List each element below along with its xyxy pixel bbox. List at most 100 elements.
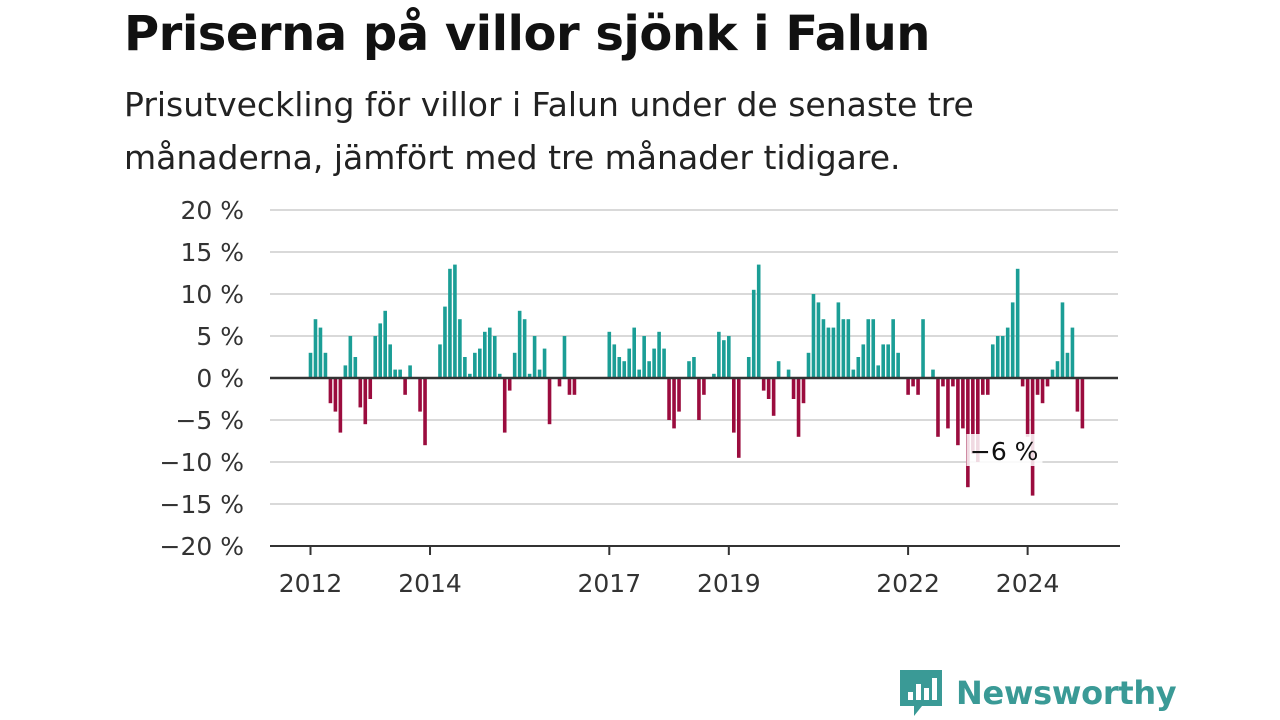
bar xyxy=(473,352,477,378)
bar xyxy=(1015,268,1020,378)
bar xyxy=(717,331,721,378)
bar-chart: 20 % 15 % 10 % 5 % 0 % −5 % −10 % −15 % −20 % 20… xyxy=(160,196,1120,598)
bar xyxy=(487,327,492,378)
bar xyxy=(607,331,612,378)
bar xyxy=(746,357,751,378)
bar xyxy=(323,352,328,378)
bar xyxy=(806,352,811,378)
bar xyxy=(378,323,383,378)
bar xyxy=(702,378,706,395)
bar xyxy=(931,369,935,378)
bar xyxy=(338,378,343,433)
bar xyxy=(403,378,407,395)
bar xyxy=(517,310,522,378)
bar xyxy=(697,378,701,420)
bar xyxy=(766,378,771,399)
bar xyxy=(846,319,851,378)
bar xyxy=(557,378,562,387)
logo-bar-1 xyxy=(908,692,913,700)
bars xyxy=(308,264,1085,496)
bar xyxy=(722,340,726,378)
y-tick-label: 20 % xyxy=(180,196,244,225)
y-tick-label: −5 % xyxy=(175,406,244,435)
bar xyxy=(761,378,766,391)
bar xyxy=(463,357,467,378)
bar xyxy=(831,327,836,378)
bar xyxy=(483,331,487,378)
bar xyxy=(886,344,890,378)
bar xyxy=(1005,327,1010,378)
annotations: −6 % xyxy=(966,434,1043,466)
bar xyxy=(612,344,617,378)
bar xyxy=(627,348,632,378)
bar xyxy=(448,268,452,378)
x-tick-label: 2017 xyxy=(577,569,641,598)
bar xyxy=(990,344,995,378)
bar xyxy=(393,369,397,378)
bar xyxy=(995,336,1000,378)
bar xyxy=(328,378,333,404)
bar xyxy=(672,378,676,429)
x-tick-label: 2019 xyxy=(697,569,761,598)
bar xyxy=(522,319,527,378)
bar xyxy=(492,336,497,378)
bar xyxy=(343,365,348,378)
y-tick-label: 15 % xyxy=(180,238,244,267)
bar xyxy=(662,348,666,378)
bar xyxy=(981,378,985,395)
logo-bar-3 xyxy=(924,688,929,700)
x-tick-label: 2022 xyxy=(876,569,940,598)
newsworthy-logo-icon xyxy=(900,670,942,716)
bar xyxy=(617,357,622,378)
bar xyxy=(866,319,871,378)
bar xyxy=(736,378,741,458)
bar xyxy=(692,357,696,378)
bar xyxy=(936,378,940,437)
bar xyxy=(771,378,776,416)
bar xyxy=(443,306,447,378)
bar xyxy=(1020,378,1025,387)
bar xyxy=(811,294,816,378)
bar xyxy=(333,378,338,412)
x-tick-label: 2012 xyxy=(279,569,343,598)
y-tick-label: 10 % xyxy=(180,280,244,309)
bar xyxy=(547,378,552,425)
bar xyxy=(796,378,801,437)
bar xyxy=(512,352,517,378)
bar xyxy=(971,378,975,454)
bar xyxy=(398,369,402,378)
bar xyxy=(642,336,646,378)
bar xyxy=(502,378,507,433)
bar xyxy=(388,344,392,378)
bar xyxy=(1055,361,1060,378)
bar xyxy=(318,327,323,378)
bar xyxy=(438,344,442,378)
bar xyxy=(657,331,661,378)
bar xyxy=(423,378,427,446)
axes xyxy=(270,376,1120,555)
bar xyxy=(956,378,960,446)
logo-bar-4 xyxy=(932,678,937,700)
bar xyxy=(1010,302,1015,378)
bar xyxy=(966,378,970,488)
bar xyxy=(468,373,472,378)
brand-name: Newsworthy xyxy=(956,674,1177,712)
bar xyxy=(951,378,955,387)
bar xyxy=(408,365,412,378)
bar xyxy=(453,264,457,378)
bar xyxy=(876,365,881,378)
bar xyxy=(567,378,572,395)
bar xyxy=(542,348,547,378)
bar xyxy=(537,369,542,378)
bar xyxy=(712,373,716,378)
bar xyxy=(1000,336,1005,378)
bar xyxy=(786,369,791,378)
bar xyxy=(1040,378,1045,404)
bar xyxy=(871,319,876,378)
bar xyxy=(497,373,502,378)
bar xyxy=(816,302,821,378)
bar xyxy=(353,357,358,378)
bar xyxy=(1080,378,1085,429)
logo-bar-2 xyxy=(916,684,921,700)
x-tick-label: 2024 xyxy=(996,569,1060,598)
